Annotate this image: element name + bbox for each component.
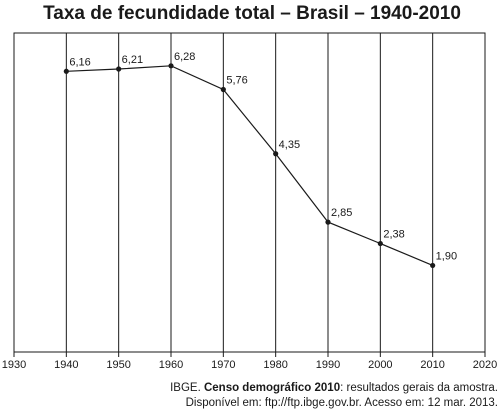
data-point bbox=[116, 66, 122, 72]
data-point bbox=[273, 151, 279, 157]
source-author: IBGE. bbox=[170, 382, 204, 394]
x-tick-label: 1930 bbox=[2, 359, 26, 371]
data-point bbox=[220, 86, 226, 93]
x-tick-label: 2020 bbox=[473, 359, 497, 371]
data-label: 2,85 bbox=[331, 207, 352, 219]
x-tick-label: 1990 bbox=[316, 359, 340, 371]
x-tick-label: 1950 bbox=[106, 359, 130, 371]
source-work-title: Censo demográfico 2010 bbox=[203, 382, 341, 394]
source-subtitle: : resultados gerais da amostra. bbox=[340, 382, 498, 394]
data-label: 6,21 bbox=[122, 54, 143, 66]
x-tick-label: 1980 bbox=[263, 359, 287, 371]
axis-layer: 1930 1940 1950 1960 1970 1980 1990 2000 2010 2020 bbox=[2, 352, 497, 371]
series-line bbox=[66, 65, 433, 266]
data-point bbox=[325, 219, 331, 225]
data-point bbox=[377, 240, 383, 247]
data-label: 5,76 bbox=[226, 75, 247, 87]
plot-frame bbox=[13, 32, 486, 353]
source-line-1: IBGE. Censo demográfico 2010: resultados… bbox=[170, 381, 498, 396]
data-point bbox=[63, 68, 69, 74]
data-point bbox=[168, 63, 174, 69]
x-tick-label: 1970 bbox=[211, 359, 235, 371]
source-note: IBGE. Censo demográfico 2010: resultados… bbox=[170, 381, 498, 411]
x-tick-label: 1960 bbox=[159, 359, 183, 371]
grid-layer bbox=[13, 32, 486, 353]
x-tick-label: 2000 bbox=[368, 359, 392, 371]
chart-title: Taxa de fecundidade total – Brasil – 194… bbox=[43, 3, 461, 24]
data-label: 6,16 bbox=[69, 56, 90, 68]
data-label: 4,35 bbox=[279, 139, 300, 151]
data-label: 1,90 bbox=[436, 250, 457, 262]
x-tick-label: 1940 bbox=[54, 359, 78, 371]
data-label: 2,38 bbox=[383, 229, 404, 241]
series-layer: 6,16 6,21 6,28 5,76 4,35 2,85 2,38 1,90 bbox=[63, 51, 457, 269]
data-point bbox=[430, 262, 436, 269]
data-label: 6,28 bbox=[174, 51, 195, 63]
x-tick-label: 2010 bbox=[420, 359, 444, 371]
source-line-2: Disponível em: ftp://ftp.ibge.gov.br. Ac… bbox=[185, 397, 498, 409]
